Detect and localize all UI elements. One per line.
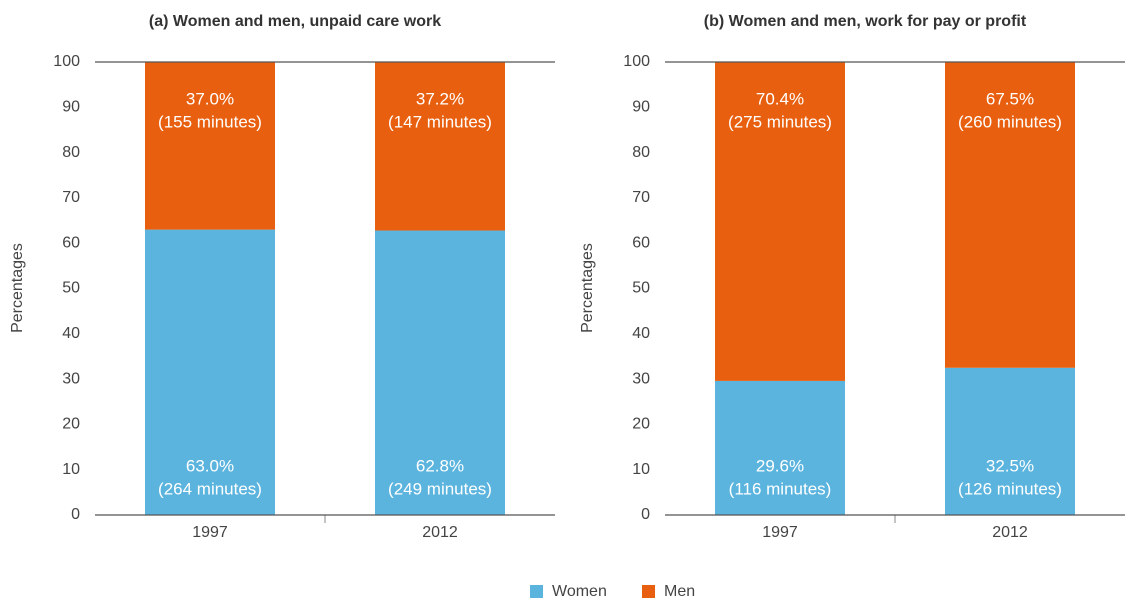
y-tick-label: 80: [62, 144, 80, 161]
value-label: 67.5%: [986, 89, 1034, 108]
value-label: 70.4%: [756, 89, 804, 108]
bar-segment: [145, 62, 275, 230]
legend-swatch: [642, 585, 655, 598]
y-tick-label: 100: [623, 53, 650, 70]
y-tick-label: 30: [632, 370, 650, 387]
y-tick-label: 70: [632, 189, 650, 206]
chart-title: (b) Women and men, work for pay or profi…: [704, 13, 1027, 30]
minutes-label: (249 minutes): [388, 479, 492, 498]
minutes-label: (155 minutes): [158, 112, 262, 131]
y-tick-label: 70: [62, 189, 80, 206]
y-tick-label: 100: [53, 53, 80, 70]
y-tick-label: 0: [641, 506, 650, 523]
legend-label: Women: [552, 583, 607, 600]
bar-segment: [715, 380, 845, 515]
minutes-label: (126 minutes): [958, 479, 1062, 498]
y-tick-label: 10: [62, 461, 80, 478]
minutes-label: (116 minutes): [729, 479, 832, 498]
y-tick-label: 50: [632, 280, 650, 297]
x-tick-label: 2012: [992, 524, 1028, 541]
y-tick-label: 60: [62, 234, 80, 251]
y-tick-label: 50: [62, 280, 80, 297]
minutes-label: (147 minutes): [388, 112, 492, 131]
y-tick-label: 10: [632, 461, 650, 478]
value-label: 63.0%: [186, 456, 234, 475]
bar-segment: [945, 367, 1075, 515]
y-tick-label: 80: [632, 144, 650, 161]
bar-segment: [145, 229, 275, 516]
y-tick-label: 20: [62, 416, 80, 433]
y-tick-label: 60: [632, 234, 650, 251]
minutes-label: (275 minutes): [728, 112, 832, 131]
value-label: 62.8%: [416, 456, 464, 475]
y-tick-label: 90: [632, 99, 650, 116]
y-axis-label: Percentages: [579, 243, 596, 333]
value-label: 29.6%: [756, 456, 804, 475]
legend-swatch: [530, 585, 543, 598]
y-tick-label: 40: [62, 325, 80, 342]
y-tick-label: 40: [632, 325, 650, 342]
y-tick-label: 0: [71, 506, 80, 523]
minutes-label: (264 minutes): [158, 479, 262, 498]
minutes-label: (260 minutes): [958, 112, 1062, 131]
value-label: 37.2%: [416, 89, 464, 108]
y-tick-label: 20: [632, 416, 650, 433]
bar-segment: [715, 62, 845, 381]
value-label: 32.5%: [986, 456, 1034, 475]
bar-segment: [375, 62, 505, 231]
legend-label: Men: [664, 583, 695, 600]
x-tick-label: 1997: [762, 524, 798, 541]
chart-title: (a) Women and men, unpaid care work: [149, 13, 441, 30]
x-tick-label: 1997: [192, 524, 228, 541]
x-tick-label: 2012: [422, 524, 458, 541]
value-label: 37.0%: [186, 89, 234, 108]
y-tick-label: 90: [62, 99, 80, 116]
bar-segment: [375, 230, 505, 516]
y-tick-label: 30: [62, 370, 80, 387]
bar-segment: [945, 62, 1075, 368]
y-axis-label: Percentages: [9, 243, 26, 333]
